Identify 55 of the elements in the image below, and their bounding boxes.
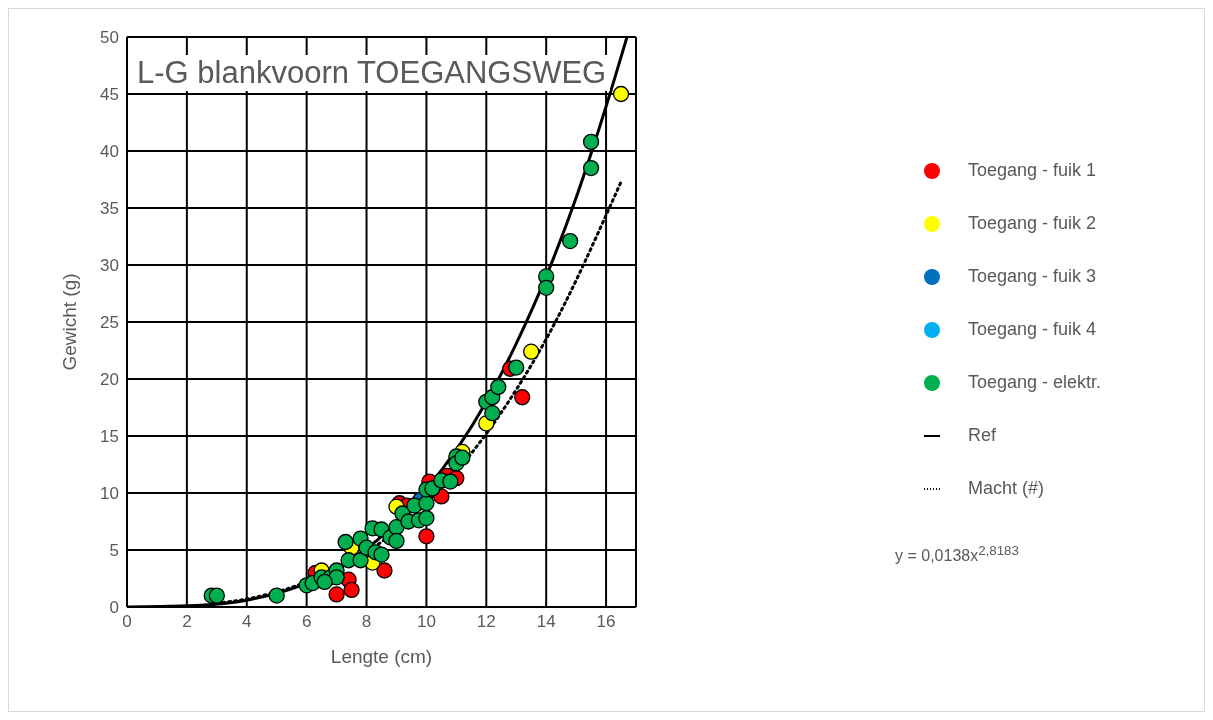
- point: [352, 552, 369, 569]
- x-tick-label: 4: [242, 612, 252, 632]
- point: [484, 405, 501, 422]
- x-tick-label: 10: [416, 612, 436, 632]
- point: [538, 279, 555, 296]
- legend-label: Toegang - elektr.: [968, 372, 1102, 392]
- legend-label: Macht (#): [968, 478, 1045, 498]
- point: [343, 581, 360, 599]
- x-tick-label: 16: [596, 612, 616, 632]
- x-tick-label: 0: [122, 612, 132, 632]
- legend-label: Toegang - fuik 1: [968, 160, 1097, 180]
- x-tick-label: 12: [476, 612, 496, 632]
- legend-label: Toegang - fuik 2: [968, 213, 1097, 233]
- point: [337, 533, 354, 551]
- point: [523, 343, 540, 360]
- y-tick-label: 25: [100, 313, 119, 333]
- point: [612, 85, 630, 103]
- y-tick-label: 15: [100, 427, 119, 447]
- point: [490, 378, 507, 396]
- text: y = 0,0138x$^{2,8183}$: [895, 543, 1019, 566]
- point: [508, 359, 525, 376]
- point: [208, 587, 225, 604]
- point: [418, 509, 435, 527]
- point: [582, 159, 600, 177]
- y-tick-label: 40: [100, 142, 119, 162]
- x-tick-label: 8: [361, 612, 372, 632]
- y-tick-label: 35: [100, 199, 119, 219]
- y-tick-label: 20: [100, 370, 119, 390]
- point: [268, 587, 285, 604]
- legend-label: Ref: [968, 425, 997, 445]
- y-tick-label: 45: [100, 85, 119, 105]
- x-tick-label: 6: [301, 612, 312, 632]
- y-axis-title: Gewicht (g): [58, 273, 80, 371]
- text: L-G blankvoorn TOEGANGSWEG: [133, 55, 611, 91]
- legend-label: Toegang - fuik 4: [968, 319, 1097, 339]
- x-axis-title: Lengte (cm): [330, 646, 433, 667]
- point: [316, 573, 333, 591]
- x-tick-label: 14: [536, 612, 556, 632]
- point: [454, 449, 471, 466]
- point: [514, 389, 531, 406]
- point: [418, 528, 435, 545]
- x-tick-label: 2: [182, 612, 192, 632]
- point: [328, 586, 345, 603]
- y-tick-label: 30: [100, 256, 119, 276]
- point: [561, 232, 579, 250]
- y-tick-label: 5: [109, 541, 119, 561]
- point: [373, 546, 390, 563]
- point: [442, 473, 459, 490]
- point: [582, 133, 600, 151]
- point: [388, 532, 405, 550]
- legend-label: Toegang - fuik 3: [968, 266, 1097, 286]
- y-tick-label: 10: [100, 484, 119, 504]
- point: [376, 562, 393, 579]
- y-tick-label: 0: [109, 598, 119, 618]
- y-tick-label: 50: [100, 28, 119, 48]
